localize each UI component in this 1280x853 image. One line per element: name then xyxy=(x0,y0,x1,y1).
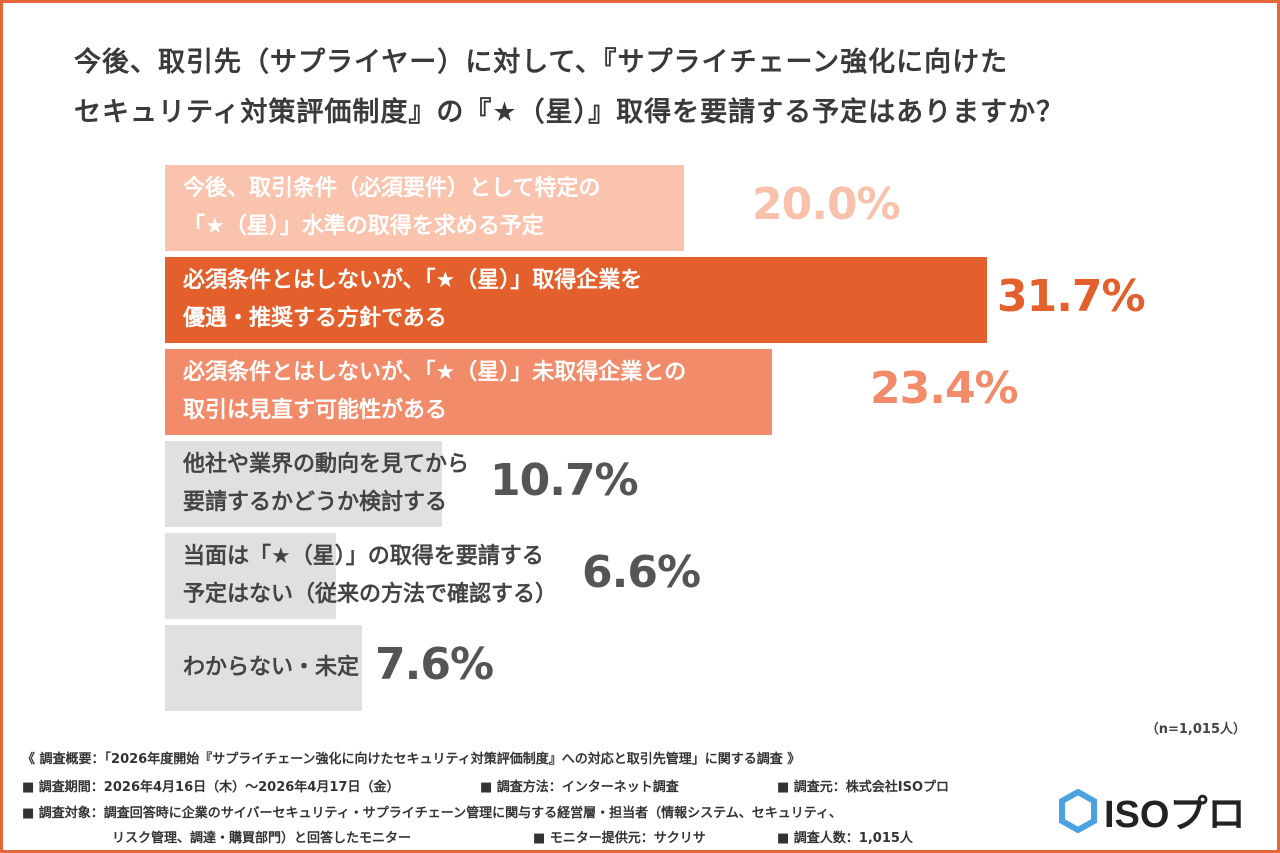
monitor-provider: ■ モニター提供元：サクリサ xyxy=(533,831,706,846)
chart-title: 今後、取引先（サプライヤー）に対して、『サプライチェーン強化に向けた セキュリテ… xyxy=(74,38,1064,138)
bar-label-line: 今後、取引条件（必須要件）として特定の xyxy=(183,176,601,201)
value-label: 23.4% xyxy=(870,363,1019,414)
sample-size: （n=1,015人） xyxy=(1145,722,1246,737)
bar-label: 当面は「★（星）」の取得を要請する 予定はない（従来の方法で確認する） xyxy=(183,538,557,614)
title-line-1: 今後、取引先（サプライヤー）に対して、『サプライチェーン強化に向けた xyxy=(74,47,1009,78)
bar-chart: 今後、取引条件（必須要件）として特定の 「★（星）」水準の取得を求める予定 20.0… xyxy=(165,165,1146,711)
bar-5 xyxy=(165,533,337,619)
survey-target: ■ 調査対象：調査回答時に企業のサイバーセキュリティ・サプライチェーン管理に関与… xyxy=(22,806,842,821)
bar-label-line: 優遇・推奨する方針である xyxy=(183,306,447,331)
survey-count: ■ 調査人数：1,015人 xyxy=(777,831,913,846)
bar-label-line: 取引は見直す可能性がある xyxy=(183,398,448,423)
survey-target-cont: リスク管理、調達・購買部門）と回答したモニター xyxy=(112,831,412,846)
bar-label-line: 必須条件とはしないが、「★（星）」取得企業を xyxy=(183,268,643,293)
bar-label-line: 必須条件とはしないが、「★（星）」未取得企業との xyxy=(183,360,687,385)
bar-4 xyxy=(165,441,443,527)
logo-text: ISOプロ xyxy=(1104,794,1246,836)
bar-label-line: 要請するかどうか検討する xyxy=(183,490,448,515)
title-line-2: セキュリティ対策評価制度』の『★（星）』取得を要請する予定はありますか？ xyxy=(74,97,1065,128)
bar-label: 他社や業界の動向を見てから 要請するかどうか検討する xyxy=(183,446,469,522)
bar-6 xyxy=(165,625,363,711)
bar-label-line: 予定はない（従来の方法で確認する） xyxy=(183,582,558,607)
value-label: 6.6% xyxy=(582,547,701,598)
bar-label: 必須条件とはしないが、「★（星）」未取得企業との 取引は見直す可能性がある xyxy=(183,354,686,430)
value-label: 7.6% xyxy=(375,639,494,690)
survey-period: ■ 調査期間：2026年4月16日（木）～2026年4月17日（金） xyxy=(22,780,400,795)
bar-label-line: 「★（星）」水準の取得を求める予定 xyxy=(183,214,544,239)
bar-label: 必須条件とはしないが、「★（星）」取得企業を 優遇・推奨する方針である xyxy=(183,262,642,338)
bar-3 xyxy=(165,349,772,435)
bar-label: わからない・未定 xyxy=(183,649,359,687)
value-label: 20.0% xyxy=(752,179,901,230)
bar-label-line: 他社や業界の動向を見てから xyxy=(183,452,470,477)
survey-source: ■ 調査元：株式会社ISOプロ xyxy=(777,780,950,795)
bar-label-line: わからない・未定 xyxy=(183,655,360,680)
isopro-logo: ISOプロ xyxy=(1058,783,1245,838)
bar-2 xyxy=(165,257,987,343)
survey-overview: 《 調査概要：「2026年度開始『サプライチェーン強化に向けたセキュリティ対策評… xyxy=(22,752,801,767)
survey-method: ■ 調査方法：インターネット調査 xyxy=(480,780,679,795)
value-label: 31.7% xyxy=(996,271,1146,322)
value-label: 10.7% xyxy=(490,455,639,506)
bar-label: 今後、取引条件（必須要件）として特定の 「★（星）」水準の取得を求める予定 xyxy=(183,170,600,246)
bar-label-line: 当面は「★（星）」の取得を要請する xyxy=(183,544,544,569)
hexagon-logo-icon xyxy=(1059,788,1097,833)
bar-1 xyxy=(165,165,684,251)
